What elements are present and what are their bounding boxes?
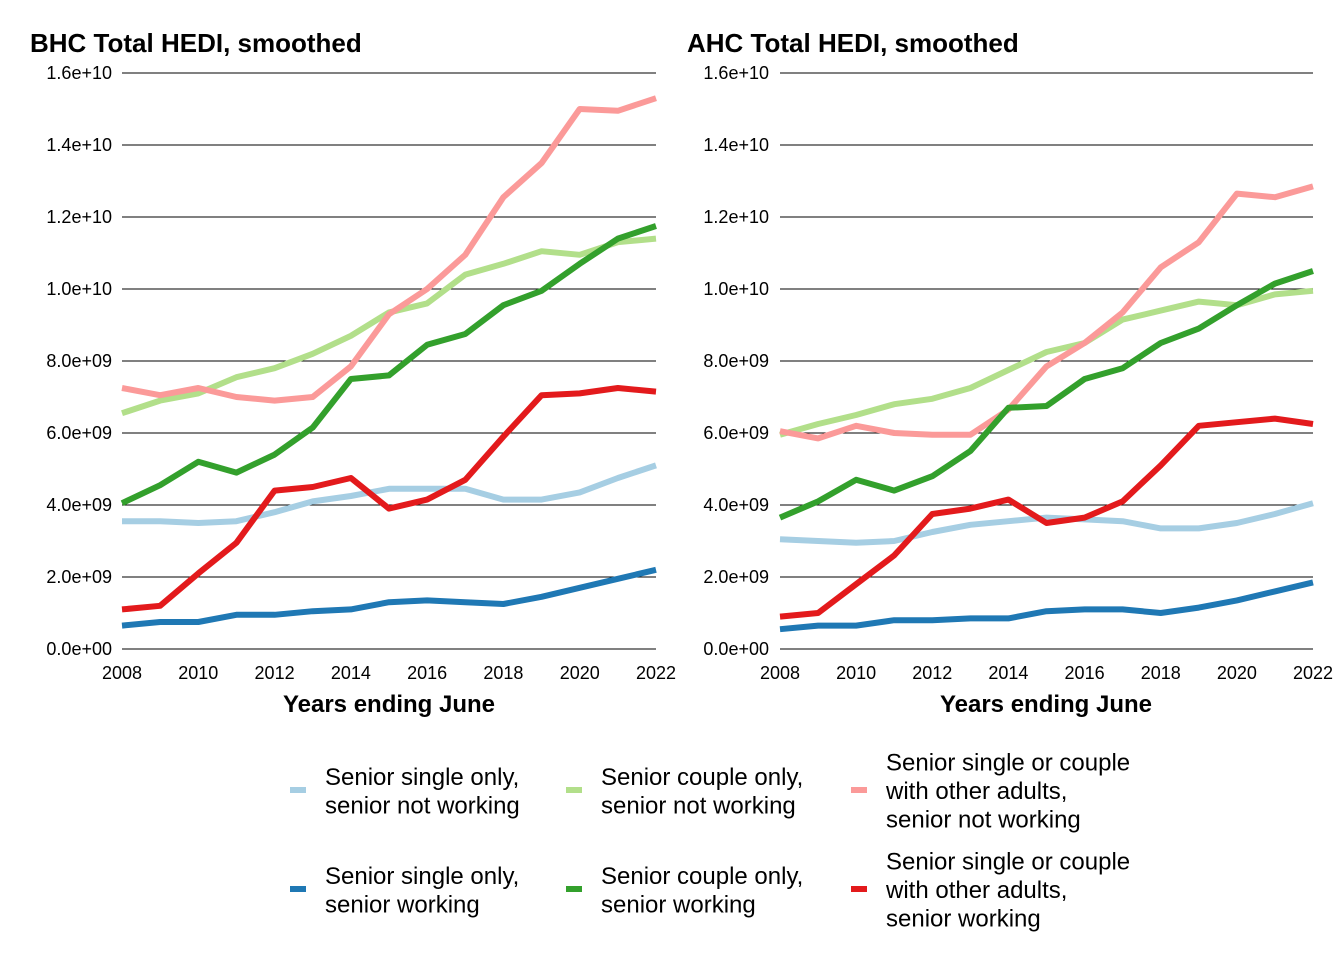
legend-label: Senior single only, — [325, 764, 519, 791]
series-line-senior-single-or-couple-with-other-adults-senior-working — [779, 415, 1314, 620]
series-line-senior-couple-only-senior-working — [120, 223, 657, 506]
y-tick-label: 0.0e+00 — [703, 639, 769, 659]
panel-ahc: AHC Total HEDI, smoothed 0.0e+00 2.0e+09 4.… — [687, 28, 1333, 718]
legend-label: with other adults, — [885, 778, 1067, 805]
y-tick-label: 1.4e+10 — [46, 135, 112, 155]
x-tick-label: 2022 — [636, 663, 676, 683]
x-tick-label: 2016 — [407, 663, 447, 683]
legend: Senior single only,senior not workingSen… — [290, 750, 1130, 933]
legend-item: Senior couple only,senior not working — [566, 764, 803, 819]
series-line-senior-couple-only-senior-not-working — [779, 287, 1314, 438]
y-tick-label: 2.0e+09 — [46, 567, 112, 587]
y-tick-label: 1.0e+10 — [46, 279, 112, 299]
y-tick-label: 1.4e+10 — [703, 135, 769, 155]
legend-label: Senior single only, — [325, 863, 519, 890]
y-tick-label: 4.0e+09 — [46, 495, 112, 515]
x-tick-label: 2022 — [1293, 663, 1333, 683]
x-tick-label: 2010 — [836, 663, 876, 683]
y-tick-label: 1.6e+10 — [46, 63, 112, 83]
legend-label: senior working — [325, 891, 480, 918]
x-axis-label: Years ending June — [283, 691, 495, 718]
series-line-senior-single-or-couple-with-other-adults-senior-working — [121, 385, 657, 613]
chart-title: BHC Total HEDI, smoothed — [30, 28, 362, 58]
legend-label: Senior single or couple — [886, 750, 1130, 777]
x-tick-label: 2012 — [255, 663, 295, 683]
y-tick-label: 1.2e+10 — [703, 207, 769, 227]
x-tick-label: 2008 — [102, 663, 142, 683]
y-tick-label: 1.6e+10 — [703, 63, 769, 83]
y-tick-label: 8.0e+09 — [46, 351, 112, 371]
y-tick-label: 6.0e+09 — [703, 423, 769, 443]
legend-label: senior not working — [325, 792, 520, 819]
x-tick-label: 2018 — [1141, 663, 1181, 683]
series-line-senior-single-only-senior-not-working — [779, 500, 1314, 546]
y-tick-label: 1.2e+10 — [46, 207, 112, 227]
y-tick-label: 2.0e+09 — [703, 567, 769, 587]
legend-label: senior not working — [601, 792, 796, 819]
series-line-senior-single-only-senior-working — [121, 566, 657, 629]
y-tick-label: 1.0e+10 — [703, 279, 769, 299]
legend-label: Senior couple only, — [601, 863, 803, 890]
series-line-senior-single-only-senior-not-working — [122, 462, 657, 526]
series-line-senior-couple-only-senior-working — [778, 268, 1314, 521]
legend-label: with other adults, — [885, 877, 1067, 904]
legend-item: Senior single only,senior working — [290, 863, 519, 918]
x-tick-label: 2018 — [483, 663, 523, 683]
series-line-senior-single-only-senior-working — [779, 579, 1314, 633]
y-tick-label: 6.0e+09 — [46, 423, 112, 443]
x-tick-label: 2016 — [1065, 663, 1105, 683]
x-tick-label: 2020 — [1217, 663, 1257, 683]
y-tick-label: 8.0e+09 — [703, 351, 769, 371]
panel-bhc: BHC Total HEDI, smoothed 0.0e+00 2.0e+09 4.… — [30, 28, 676, 718]
legend-label: senior working — [601, 891, 756, 918]
x-tick-label: 2012 — [912, 663, 952, 683]
legend-label: Senior single or couple — [886, 849, 1130, 876]
x-axis-label: Years ending June — [940, 691, 1152, 718]
legend-label: senior working — [886, 906, 1041, 933]
x-tick-label: 2014 — [988, 663, 1028, 683]
series-line-senior-single-or-couple-with-other-adults-senior-not-working — [779, 183, 1314, 442]
x-tick-label: 2010 — [178, 663, 218, 683]
legend-label: senior not working — [886, 807, 1081, 834]
y-tick-label: 4.0e+09 — [703, 495, 769, 515]
x-tick-label: 2020 — [560, 663, 600, 683]
legend-item: Senior couple only,senior working — [566, 863, 803, 918]
series-line-senior-single-or-couple-with-other-adults-senior-not-working — [121, 95, 657, 404]
legend-label: Senior couple only, — [601, 764, 803, 791]
chart-title: AHC Total HEDI, smoothed — [687, 28, 1019, 58]
x-tick-label: 2008 — [760, 663, 800, 683]
y-tick-label: 0.0e+00 — [46, 639, 112, 659]
legend-item: Senior single only,senior not working — [290, 764, 520, 819]
x-tick-label: 2014 — [331, 663, 371, 683]
